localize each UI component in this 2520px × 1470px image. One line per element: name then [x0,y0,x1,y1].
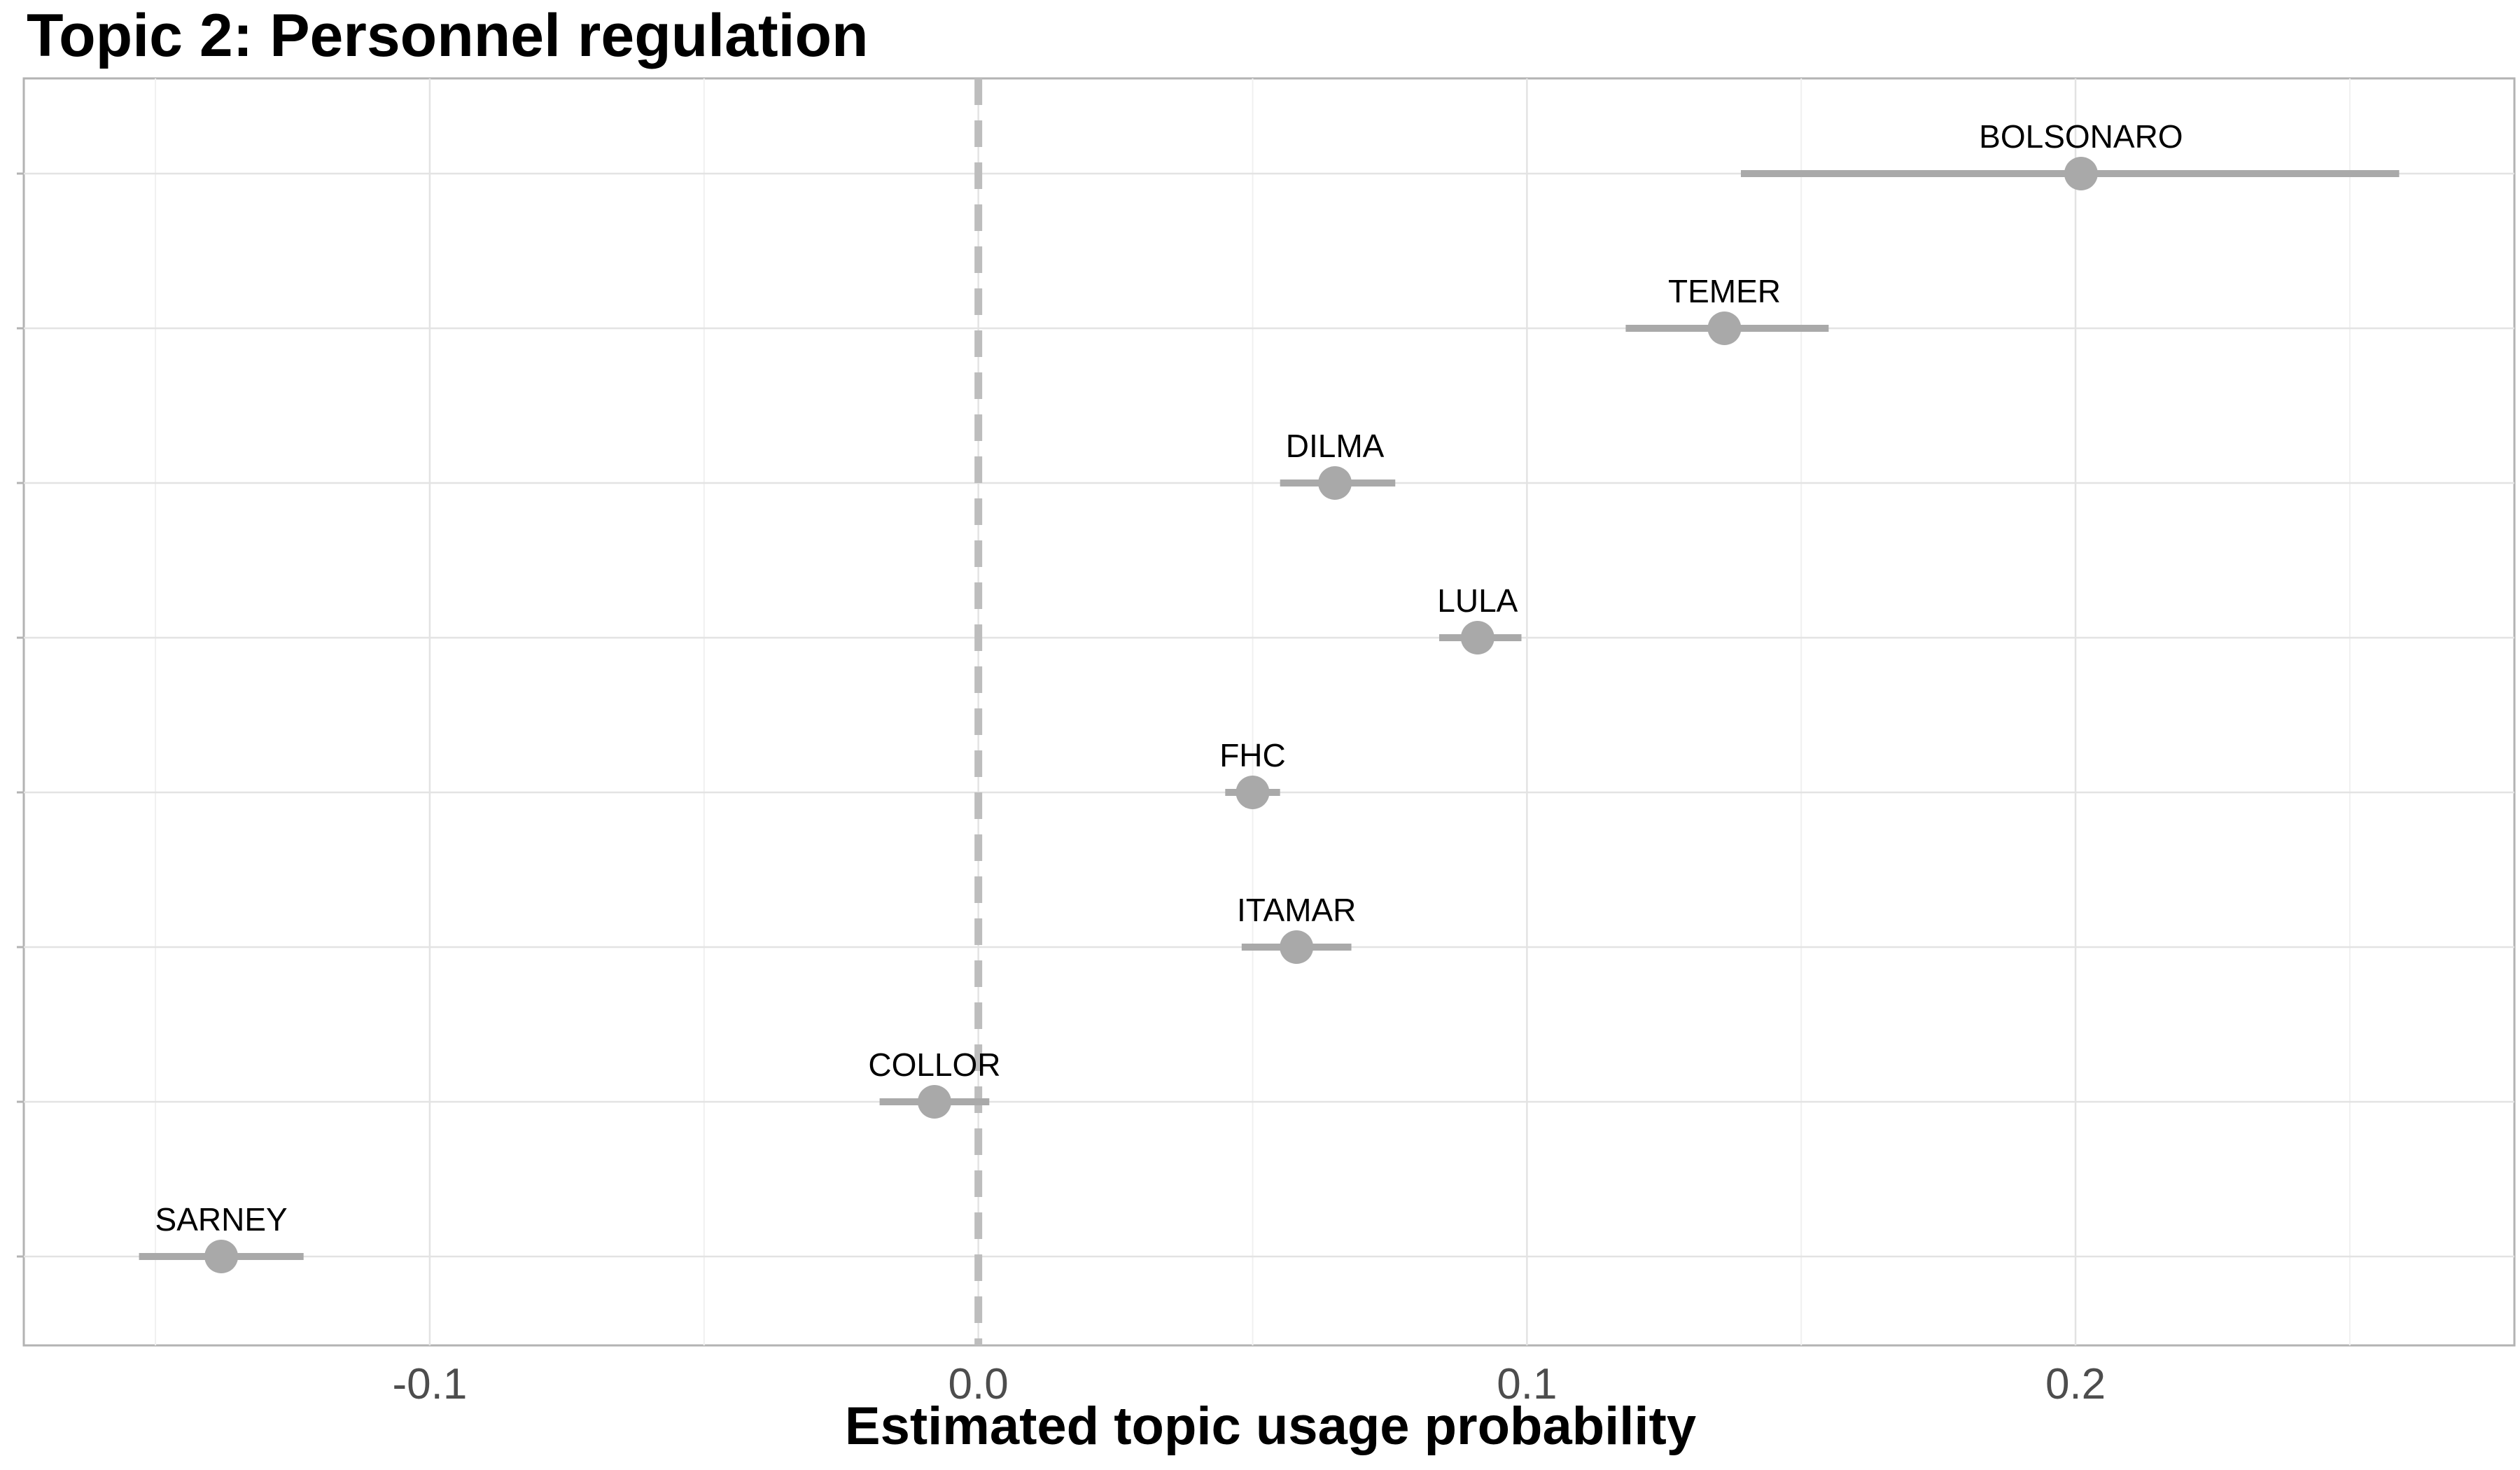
data-points: BOLSONARO TEMER DILMA LULA FHC ITAMAR COLLOR SA… [139,118,2400,1273]
data-point-group: DILMA [1280,428,1396,500]
data-point-group: TEMER [1625,273,1829,345]
data-point-group: SARNEY [139,1201,304,1273]
x-tick-label: 0.0 [948,1360,1009,1408]
data-point-group: ITAMAR [1237,892,1356,964]
point-label: TEMER [1668,273,1781,309]
data-point-group: FHC [1219,737,1286,809]
data-point [1707,312,1742,345]
point-label: DILMA [1286,428,1385,464]
x-tick-label: 0.1 [1497,1360,1557,1408]
x-tick-label: -0.1 [393,1360,468,1408]
data-point [1318,466,1352,500]
data-point [1280,930,1314,964]
data-point-group: BOLSONARO [1740,118,2400,190]
point-label: FHC [1219,737,1286,774]
chart-title: Topic 2: Personnel regulation [27,2,869,69]
data-point [2064,157,2098,190]
point-label: COLLOR [868,1046,1000,1083]
x-axis-label: Estimated topic usage probability [845,1396,1696,1456]
point-label: SARNEY [155,1201,288,1238]
x-axis: -0.1 0.0 0.1 0.2 [393,1360,2106,1408]
data-point-group: LULA [1437,582,1522,654]
point-label: BOLSONARO [1979,118,2183,155]
plot-panel [22,77,2516,1347]
data-point [204,1240,239,1273]
point-label: LULA [1437,582,1518,619]
point-label: ITAMAR [1237,892,1356,928]
data-point-group: COLLOR [868,1046,1001,1119]
data-point [1236,776,1270,809]
data-point [1460,621,1494,654]
data-point [917,1085,951,1119]
x-tick-label: 0.2 [2045,1360,2106,1408]
